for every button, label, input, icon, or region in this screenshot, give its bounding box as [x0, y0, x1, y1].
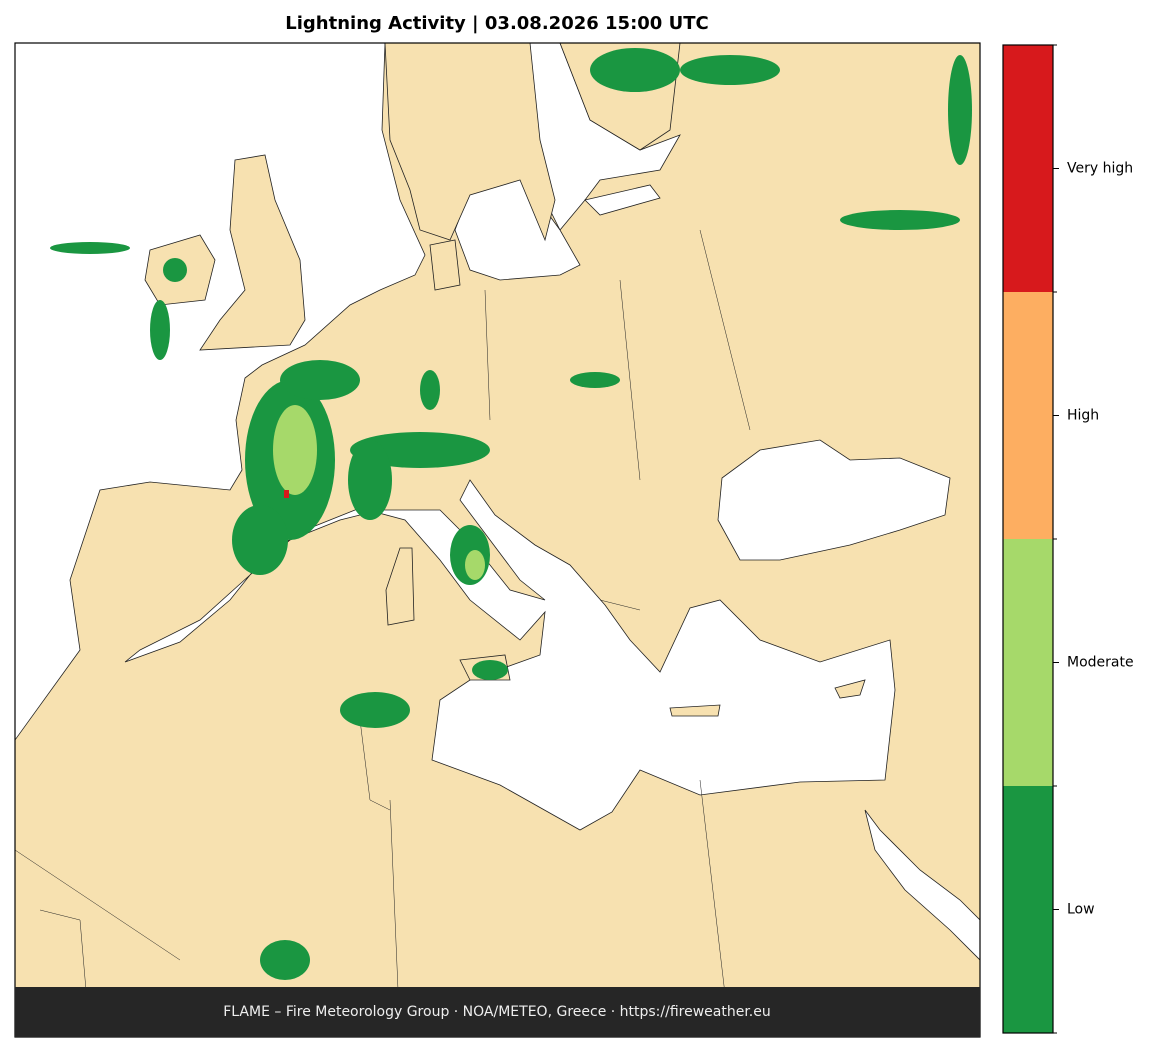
mediterranean	[124, 479, 896, 831]
footer: FLAME – Fire Meteorology Group · NOA/MET…	[223, 1004, 771, 1020]
crete	[669, 704, 721, 717]
colorbar-segment	[1003, 292, 1053, 539]
footer-band	[15, 987, 980, 1037]
black-sea	[717, 439, 951, 561]
colorbar-segment	[1003, 45, 1053, 292]
gulf-of-finland	[584, 184, 661, 216]
colorbar-frame	[1002, 44, 1054, 1034]
title: Lightning Activity | 03.08.2026 15:00 UT…	[285, 13, 708, 34]
britain	[199, 154, 306, 351]
denmark	[429, 239, 461, 291]
borders	[15, 229, 751, 1037]
colorbar-label: High	[1067, 408, 1099, 424]
corsica-sardinia	[385, 547, 415, 626]
colorbar-label: Very high	[1067, 161, 1133, 177]
colorbar-label: Low	[1067, 902, 1095, 918]
colorbar: Low Moderate High Very high	[1002, 44, 1134, 1034]
lightning-cells	[50, 48, 972, 980]
colorbar-label: Moderate	[1067, 655, 1134, 671]
red-sea	[864, 809, 980, 961]
norway-sweden	[384, 43, 556, 242]
map	[14, 42, 981, 1038]
cyprus	[834, 679, 866, 699]
atlantic	[15, 43, 426, 741]
colorbar-segment	[1003, 539, 1053, 786]
colorbar-segment	[1003, 786, 1053, 1033]
